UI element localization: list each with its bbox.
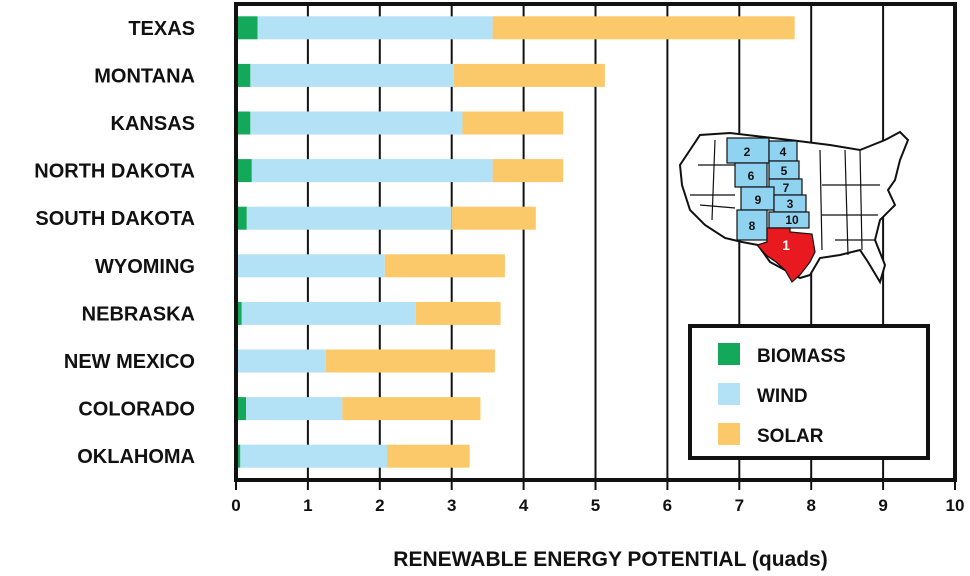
x-ticks: 0 1 2 3 4 5 6 7 8 9 10: [231, 480, 964, 515]
rank-label-8: 8: [749, 219, 756, 233]
us-inset-map: 2 4 5 6 7 9 3 8 10 1: [678, 130, 910, 285]
rank-label-9: 9: [755, 193, 762, 207]
bar-south-dakota-wind: [246, 206, 452, 230]
bar-colorado-biomass: [236, 397, 247, 421]
bar-south-dakota-biomass: [236, 206, 247, 230]
bar-nebraska-biomass: [236, 301, 242, 325]
category-label-north-dakota: NORTH DAKOTA: [34, 161, 195, 183]
state-texas: [755, 227, 816, 283]
state-new-mexico: [736, 209, 768, 241]
ranked-states: [726, 137, 816, 283]
bar-texas-solar: [492, 16, 795, 40]
category-label-wyoming: WYOMING: [95, 256, 195, 278]
category-label-nebraska: NEBRASKA: [82, 303, 195, 325]
tick-label-6: 6: [663, 496, 672, 515]
category-label-south-dakota: SOUTH DAKOTA: [35, 208, 195, 230]
tick-label-7: 7: [735, 496, 744, 515]
category-label-oklahoma: OKLAHOMA: [77, 446, 195, 468]
rank-label-7: 7: [783, 181, 790, 195]
legend: BIOMASS WIND SOLAR: [688, 324, 930, 460]
legend-label-biomass: BIOMASS: [757, 346, 846, 367]
bar-texas-biomass: [236, 16, 258, 40]
tick-label-2: 2: [375, 496, 384, 515]
bars: [236, 16, 795, 468]
legend-swatch-biomass: [718, 343, 740, 365]
state-borders: [690, 139, 880, 256]
rank-labels: 2 4 5 6 7 9 3 8 10 1: [744, 145, 799, 253]
rank-label-3: 3: [787, 197, 794, 211]
bar-north-dakota-wind: [251, 159, 493, 183]
bar-south-dakota-solar: [451, 206, 536, 230]
rank-label-10: 10: [785, 213, 799, 227]
bar-kansas-wind: [250, 111, 463, 135]
category-label-colorado: COLORADO: [78, 399, 195, 421]
category-label-kansas: KANSAS: [111, 113, 195, 135]
bar-nebraska-solar: [415, 301, 501, 325]
bar-oklahoma-wind: [240, 444, 387, 468]
bar-new-mexico-wind: [236, 349, 326, 373]
legend-swatch-solar: [718, 423, 740, 445]
bar-colorado-solar: [342, 397, 481, 421]
bar-texas-wind: [257, 16, 493, 40]
bar-montana-wind: [250, 63, 454, 87]
bar-kansas-solar: [462, 111, 564, 135]
rank-label-6: 6: [748, 169, 755, 183]
category-labels: TEXAS MONTANA KANSAS NORTH DAKOTA SOUTH DAKO…: [34, 18, 195, 468]
legend-label-wind: WIND: [757, 386, 808, 407]
bar-montana-solar: [453, 63, 605, 87]
bar-oklahoma-solar: [386, 444, 470, 468]
rank-label-1: 1: [782, 237, 790, 253]
legend-label-solar: SOLAR: [757, 426, 824, 447]
plot-frame: [234, 2, 957, 482]
tick-label-9: 9: [878, 496, 887, 515]
rank-label-2: 2: [744, 145, 751, 159]
bar-kansas-biomass: [236, 111, 251, 135]
tick-label-5: 5: [591, 496, 600, 515]
bar-montana-biomass: [236, 63, 251, 87]
bar-oklahoma-biomass: [236, 444, 241, 468]
bar-nebraska-wind: [241, 301, 416, 325]
bar-new-mexico-solar: [325, 349, 495, 373]
rank-label-4: 4: [780, 145, 787, 159]
rank-label-5: 5: [781, 164, 788, 178]
tick-label-3: 3: [447, 496, 456, 515]
category-label-new-mexico: NEW MEXICO: [64, 351, 195, 373]
tick-label-10: 10: [946, 496, 965, 515]
tick-label-4: 4: [519, 496, 529, 515]
legend-swatch-wind: [718, 383, 740, 405]
bar-north-dakota-biomass: [236, 159, 252, 183]
bar-colorado-wind: [246, 397, 343, 421]
bar-north-dakota-solar: [492, 159, 564, 183]
bar-wyoming-solar: [384, 254, 505, 278]
state-wyoming: [734, 162, 768, 188]
tick-label-8: 8: [806, 496, 815, 515]
x-axis-label: RENEWABLE ENERGY POTENTIAL (quads): [393, 548, 827, 571]
category-label-texas: TEXAS: [128, 18, 195, 40]
tick-label-0: 0: [231, 496, 240, 515]
category-label-montana: MONTANA: [94, 65, 195, 87]
bar-wyoming-wind: [236, 254, 385, 278]
tick-label-1: 1: [303, 496, 312, 515]
